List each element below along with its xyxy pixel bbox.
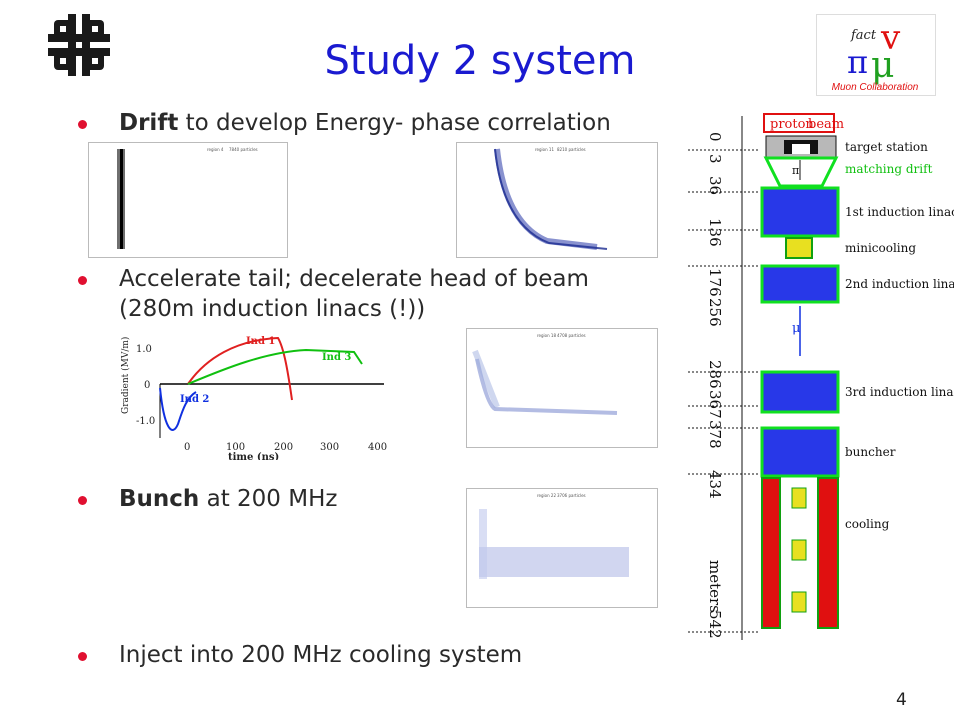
beamline-layout-diagram: 0 3 36 136 176 256 286 367 378 434 meter… [688, 110, 960, 642]
svg-text:Ind 1: Ind 1 [246, 336, 275, 347]
cooling-cells [761, 477, 839, 629]
svg-text:542: 542 [706, 610, 724, 639]
svg-text:2nd induction linac: 2nd induction linac [845, 277, 954, 291]
svg-text:μ: μ [792, 321, 800, 336]
svg-text:Ind 3: Ind 3 [322, 352, 351, 363]
svg-text:8210 particles: 8210 particles [557, 147, 586, 152]
gradient-chart: Gradient (MV/m) 1.0 0 -1.0 0 100 200 300… [116, 328, 392, 463]
svg-text:1.0: 1.0 [136, 344, 152, 355]
gradient-xlabel: time (ns) [228, 452, 279, 460]
svg-text:286: 286 [706, 360, 724, 389]
svg-text:target station: target station [845, 140, 928, 154]
logo-caption: Muon Collaboration [832, 82, 919, 93]
svg-text:region 22: region 22 [537, 493, 556, 498]
svg-text:beam: beam [808, 117, 844, 132]
svg-text:region 11: region 11 [535, 147, 554, 152]
svg-text:7840 particles: 7840 particles [229, 147, 258, 152]
svg-text:378: 378 [706, 420, 724, 449]
svg-text:3rd induction linac: 3rd induction linac [845, 385, 954, 399]
svg-text:256: 256 [706, 298, 724, 327]
svg-text:π: π [792, 164, 799, 177]
svg-text:434: 434 [706, 470, 724, 499]
phase-plot-2: region 11 8210 particles [456, 142, 658, 258]
svg-text:136: 136 [706, 218, 724, 247]
svg-text:0: 0 [706, 132, 724, 142]
svg-text:matching drift: matching drift [845, 162, 933, 176]
svg-text:200: 200 [274, 442, 293, 453]
muon-collaboration-logo: fact v π μ Muon Collaboration [816, 14, 936, 96]
ind2-curve [159, 387, 197, 431]
svg-text:3: 3 [706, 154, 724, 164]
svg-text:buncher: buncher [845, 445, 896, 459]
svg-text:367: 367 [706, 390, 724, 419]
svg-text:π: π [847, 43, 868, 81]
ind1-curve [187, 336, 293, 401]
svg-text:300: 300 [320, 442, 339, 453]
ind3-curve [187, 348, 363, 385]
svg-text:μ: μ [871, 45, 894, 86]
svg-text:minicooling: minicooling [845, 241, 916, 255]
svg-text:cooling: cooling [845, 517, 890, 531]
svg-text:0: 0 [144, 380, 150, 391]
svg-text:4708 particles: 4708 particles [557, 333, 586, 338]
svg-text:region 4: region 4 [207, 147, 224, 152]
phase-plot-4: region 22 3706 particles [466, 488, 658, 608]
phase-plot-1: region 4 7840 particles [88, 142, 288, 258]
svg-text:0: 0 [184, 442, 190, 453]
gradient-ylabel: Gradient (MV/m) [120, 337, 131, 414]
svg-text:100: 100 [226, 442, 245, 453]
page-number: 4 [896, 690, 907, 710]
svg-text:meters: meters [706, 560, 724, 613]
svg-text:proton: proton [770, 117, 814, 132]
svg-text:region 18: region 18 [537, 333, 556, 338]
phase-plot-3: region 18 4708 particles [466, 328, 658, 448]
svg-text:400: 400 [368, 442, 387, 453]
svg-text:176: 176 [706, 268, 724, 297]
cooling-absorbers [791, 487, 807, 613]
svg-text:v: v [880, 18, 901, 58]
svg-text:36: 36 [706, 176, 724, 195]
svg-text:3706 particles: 3706 particles [557, 493, 586, 498]
svg-text:Ind 2: Ind 2 [180, 394, 209, 405]
logo-fact-text: fact [850, 28, 877, 43]
slide-title: Study 2 system [324, 38, 636, 84]
svg-text:-1.0: -1.0 [136, 416, 155, 427]
svg-text:1st induction linac: 1st induction linac [845, 205, 954, 219]
fermilab-logo [48, 14, 110, 76]
